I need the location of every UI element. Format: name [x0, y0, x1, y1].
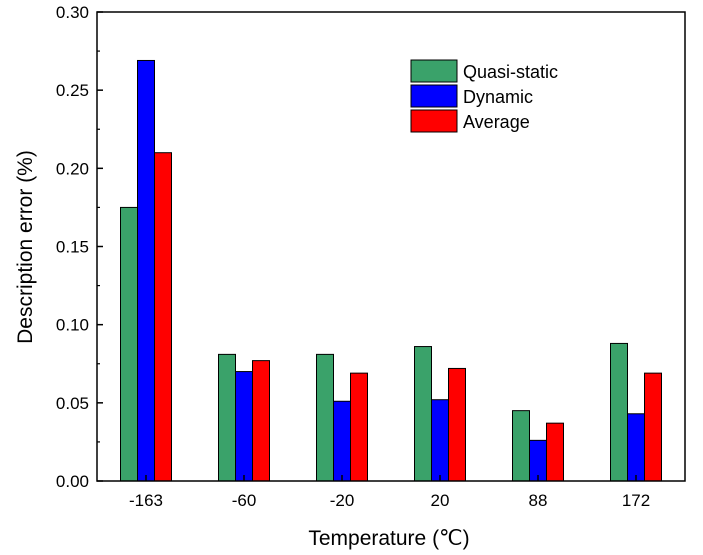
x-tick-label: 88: [529, 491, 548, 510]
bar-average-1: [252, 360, 270, 482]
bar-dynamic-4: [529, 439, 547, 482]
y-tick-label: 0.15: [56, 238, 89, 257]
axes-group: [96, 11, 686, 482]
bar-average-2: [350, 372, 368, 482]
bar-dynamic-1: [235, 371, 253, 482]
legend: Quasi-static Dynamic Average: [410, 59, 558, 133]
bar-quasi-static-2: [316, 353, 334, 482]
x-axis-label: Temperature (℃): [308, 527, 469, 550]
x-tick-label: -20: [330, 491, 355, 510]
x-tick-label: -163: [129, 491, 163, 510]
x-tick-label: -60: [232, 491, 257, 510]
plot-frame: [96, 11, 686, 482]
y-axis-label: Description error (%): [14, 150, 37, 344]
bar-dynamic-5: [627, 413, 645, 482]
bar-dynamic-3: [431, 399, 449, 482]
bar-dynamic-2: [333, 400, 351, 482]
bar-quasi-static-4: [512, 410, 530, 482]
legend-label: Dynamic: [463, 87, 533, 107]
legend-label: Quasi-static: [463, 62, 558, 82]
bar-quasi-static-5: [610, 342, 628, 482]
legend-swatch: [410, 84, 458, 108]
y-tick-label: 0.00: [56, 472, 89, 491]
bar-quasi-static-0: [120, 206, 138, 482]
bar-average-0: [154, 152, 172, 482]
ticks-group: 0.00 0.05 0.10 0.15 0.20 0.25 0.30 -163 -60 -20 20…: [56, 3, 650, 510]
x-tick-label: 172: [622, 491, 650, 510]
x-tick-label: 20: [431, 491, 450, 510]
y-tick-label: 0.20: [56, 159, 89, 178]
bar-average-4: [546, 422, 564, 482]
bar-quasi-static-3: [414, 346, 432, 482]
y-tick-label: 0.05: [56, 394, 89, 413]
bar-average-3: [448, 367, 466, 482]
bar-average-5: [644, 372, 662, 482]
y-tick-label: 0.30: [56, 3, 89, 22]
y-tick-label: 0.10: [56, 316, 89, 335]
bar-dynamic-0: [137, 59, 155, 482]
legend-label: Average: [463, 112, 530, 132]
legend-swatch: [410, 59, 458, 83]
legend-swatch: [410, 109, 458, 133]
bar-quasi-static-1: [218, 353, 236, 482]
bars-group: [120, 59, 662, 482]
y-tick-label: 0.25: [56, 81, 89, 100]
